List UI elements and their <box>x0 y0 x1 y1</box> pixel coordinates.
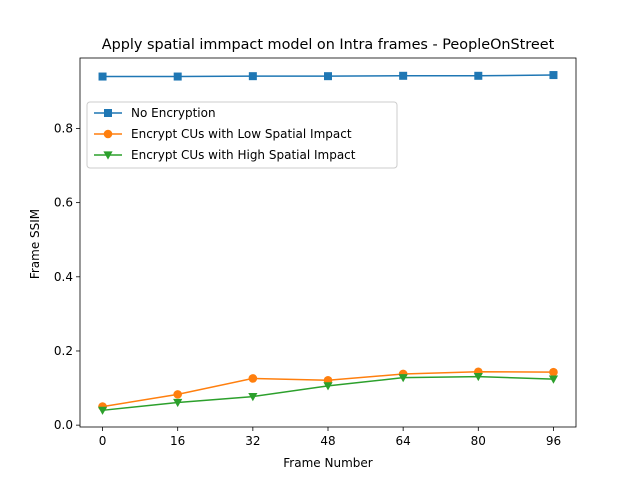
y-tick-label: 0.8 <box>54 121 73 135</box>
legend-swatch-marker <box>104 109 112 117</box>
y-axis-label: Frame SSIM <box>28 209 42 279</box>
x-tick-label: 32 <box>245 434 260 448</box>
data-point <box>173 390 182 399</box>
data-point <box>248 392 258 402</box>
data-point <box>323 382 333 391</box>
legend-swatch-marker <box>103 129 113 139</box>
data-point <box>173 398 183 408</box>
data-point <box>473 372 483 382</box>
legend-entry-label: No Encryption <box>131 106 216 120</box>
plot-frame <box>79 57 577 428</box>
legend-entry-label: Encrypt CUs with Low Spatial Impact <box>131 127 352 141</box>
data-point <box>173 72 182 81</box>
series-3 <box>97 372 559 415</box>
data-point <box>474 71 483 80</box>
data-point <box>549 367 558 377</box>
data-point <box>399 71 408 80</box>
data-point <box>324 72 332 81</box>
legend-swatch-marker <box>103 151 113 160</box>
y-tick-label: 0.4 <box>54 270 73 284</box>
data-point <box>398 374 408 383</box>
plot-area: 0 16 32 48 64 80 96 0.0 0.2 0.4 0.6 0.8 No Encryptio… <box>54 57 577 448</box>
legend-entry-label: Encrypt CUs with High Spatial Impact <box>131 148 356 162</box>
x-tick-label: 0 <box>99 434 107 448</box>
x-tick-label: 64 <box>396 434 411 448</box>
data-point <box>97 406 108 415</box>
y-tick-label: 0.2 <box>54 344 73 358</box>
x-axis-label: Frame Number <box>283 456 372 470</box>
x-tick-label: 96 <box>546 434 561 448</box>
y-tick-label: 0.6 <box>54 196 73 210</box>
data-point <box>549 71 558 80</box>
legend-box <box>86 101 398 169</box>
y-tick-label: 0.0 <box>54 418 73 432</box>
data-point <box>548 375 559 384</box>
legend: No Encryption Encrypt CUs with Low Spatia… <box>86 101 398 169</box>
series-1 <box>98 71 558 81</box>
x-tick-label: 80 <box>471 434 486 448</box>
data-point <box>248 374 258 383</box>
chart-title: Apply spatial immpact model on Intra fra… <box>102 37 555 53</box>
data-point <box>248 72 257 81</box>
x-tick-label: 48 <box>320 434 335 448</box>
data-point <box>98 72 107 81</box>
x-tick-label: 16 <box>170 434 185 448</box>
